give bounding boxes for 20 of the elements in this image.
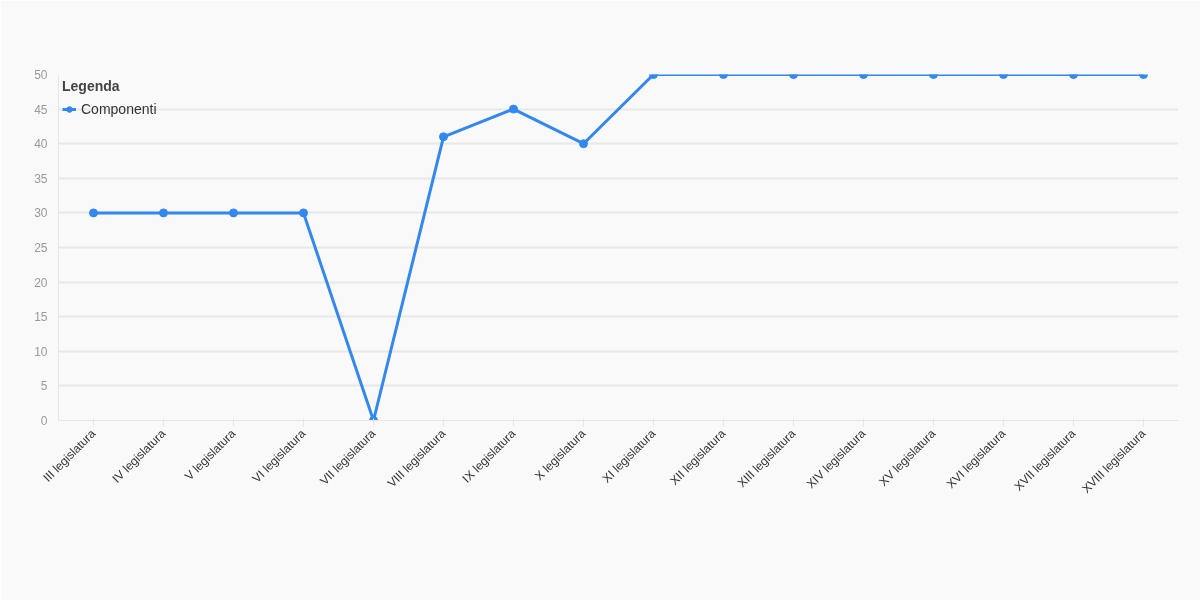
y-tick-label: 25 — [34, 241, 48, 255]
legend-title: Legenda — [62, 78, 121, 94]
y-tick-label: 5 — [40, 379, 48, 394]
y-tick-label: 20 — [34, 275, 48, 290]
y-tick-label: 35 — [34, 171, 48, 186]
y-tick-label: 0 — [40, 414, 48, 428]
point — [159, 208, 168, 218]
point — [579, 139, 588, 149]
legend-label: Componenti — [81, 101, 157, 117]
point — [509, 104, 518, 114]
y-tick-label: 15 — [34, 310, 48, 325]
point — [89, 208, 98, 218]
y-tick-label: 10 — [34, 344, 48, 359]
y-tick-label: 30 — [34, 206, 48, 221]
point — [299, 208, 308, 218]
point — [439, 132, 448, 142]
y-tick-label: 50 — [34, 68, 48, 82]
point — [229, 208, 238, 218]
y-tick-label: 40 — [34, 137, 48, 152]
y-tick-label: 45 — [34, 102, 48, 117]
